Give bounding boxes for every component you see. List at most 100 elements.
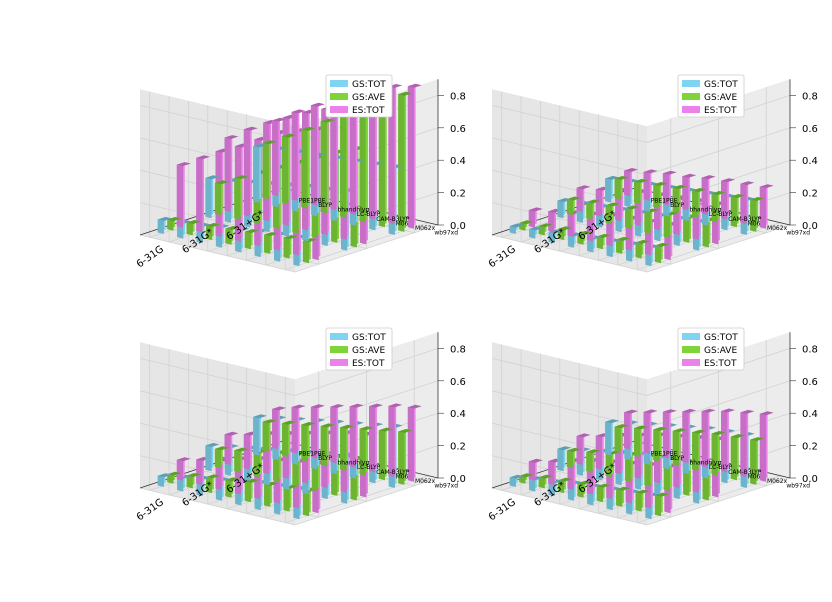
bar-top-face: [614, 424, 629, 429]
bar-top-face: [176, 457, 191, 462]
bar-top-face: [264, 481, 279, 486]
bar-top-face: [205, 175, 220, 180]
bar-side-face: [225, 228, 232, 245]
bar-gs-tot: [557, 198, 572, 219]
bar-top-face: [157, 473, 172, 478]
bar-side-face: [577, 483, 584, 498]
bar-gs-tot: [509, 223, 524, 234]
bar-side-face: [605, 453, 612, 478]
bar-side-face: [186, 222, 193, 236]
bar-gs-ave: [225, 477, 240, 498]
bar-gs-ave: [605, 450, 620, 478]
bar-side-face: [576, 187, 583, 212]
z-tick-label: 0.6: [450, 124, 466, 135]
bar-side-face: [234, 450, 241, 473]
y-tick-label: PBE1PBE: [299, 197, 326, 204]
bar-side-face: [282, 423, 289, 458]
bar-top-face: [634, 179, 648, 183]
y-tick-label: wb97xd: [786, 230, 810, 237]
legend-swatch: [330, 80, 348, 87]
gridline-z: [139, 224, 439, 273]
bar-side-face: [359, 107, 366, 223]
bar-gs-ave: [616, 486, 631, 507]
bar-side-face: [596, 486, 603, 503]
bar-side-face: [711, 193, 718, 223]
bar-top-face: [634, 425, 648, 430]
bar-gs-ave: [614, 176, 629, 200]
bar-gs-tot: [509, 474, 524, 487]
bar-side-face: [567, 460, 574, 490]
bar-top-face: [721, 408, 736, 413]
bar-es-tot: [243, 431, 258, 470]
bar-side-face: [167, 474, 174, 484]
bar-side-face: [587, 238, 594, 253]
bar-top-face: [682, 173, 697, 178]
bar-side-face: [214, 448, 222, 469]
bar-gs-ave: [654, 242, 669, 264]
bar-top-face: [528, 207, 543, 212]
bar-gs-tot: [548, 229, 563, 244]
bar-top-face: [750, 197, 765, 202]
bar-gs-ave: [320, 118, 335, 214]
bar-top-face: [605, 175, 620, 180]
bar-side-face: [283, 487, 290, 512]
legend-label: GS:AVE: [352, 93, 385, 103]
bar-side-face: [616, 489, 623, 507]
bar-side-face: [196, 459, 203, 486]
bar-side-face: [625, 454, 632, 482]
bar-side-face: [595, 435, 602, 470]
bar-gs-ave: [614, 424, 629, 453]
bar-es-tot: [243, 126, 258, 217]
bar-side-face: [558, 480, 565, 494]
bar-side-face: [672, 187, 679, 214]
y-tick-label: M062x: [415, 478, 436, 485]
bar-top-face: [509, 223, 524, 228]
x-tick-label: 6-31G: [487, 497, 518, 523]
bar-top-face: [310, 404, 325, 409]
bar-top-face: [528, 458, 543, 463]
bar-gs-ave: [711, 431, 726, 476]
bar-gs-ave: [225, 226, 240, 245]
bar-gs-tot: [205, 175, 220, 219]
bar-side-face: [157, 219, 164, 234]
bar-top-face: [167, 217, 182, 222]
bar-side-face: [701, 177, 708, 215]
bar-side-face: [548, 481, 555, 497]
bar-top-face: [519, 220, 534, 225]
bar-es-tot: [310, 404, 325, 459]
bar-es-tot: [407, 83, 422, 229]
bar-side-face: [730, 196, 737, 228]
bar-side-face: [407, 86, 414, 229]
bar-top-face: [206, 223, 221, 228]
bar-gs-ave: [359, 105, 374, 223]
z-tick-label: 0.4: [450, 156, 466, 167]
bar-side-face: [519, 475, 526, 484]
bar-gs-ave: [653, 182, 668, 209]
bar-gs-ave: [672, 428, 687, 467]
bar-side-face: [206, 477, 213, 494]
bars: [509, 408, 774, 520]
legend-entry: GS:AVE: [682, 93, 737, 103]
legend-entry: GS:TOT: [682, 80, 738, 90]
bar-gs-tot: [529, 226, 544, 239]
bar-side-face: [369, 90, 376, 220]
bar-side-face: [234, 177, 241, 220]
bar-side-face: [509, 226, 516, 234]
bar-top-face: [730, 434, 745, 439]
y-tick-label: CAM-B3LYP: [728, 469, 762, 476]
bar-side-face: [349, 406, 356, 468]
bar-es-tot: [224, 135, 239, 212]
bar-side-face: [740, 412, 747, 478]
bar-side-face: [206, 225, 213, 241]
legend-entry: ES:TOT: [330, 106, 385, 116]
bar-es-tot: [330, 96, 345, 211]
bar-es-tot: [548, 458, 563, 486]
bar-es-tot: [291, 404, 306, 454]
bar-top-face: [596, 483, 611, 488]
bar-es-tot: [272, 406, 287, 450]
bar-side-face: [701, 411, 708, 468]
bar-side-face: [634, 181, 641, 205]
bar-side-face: [529, 478, 536, 492]
bar-gs-ave: [244, 229, 259, 250]
legend-label: GS:TOT: [352, 80, 386, 90]
